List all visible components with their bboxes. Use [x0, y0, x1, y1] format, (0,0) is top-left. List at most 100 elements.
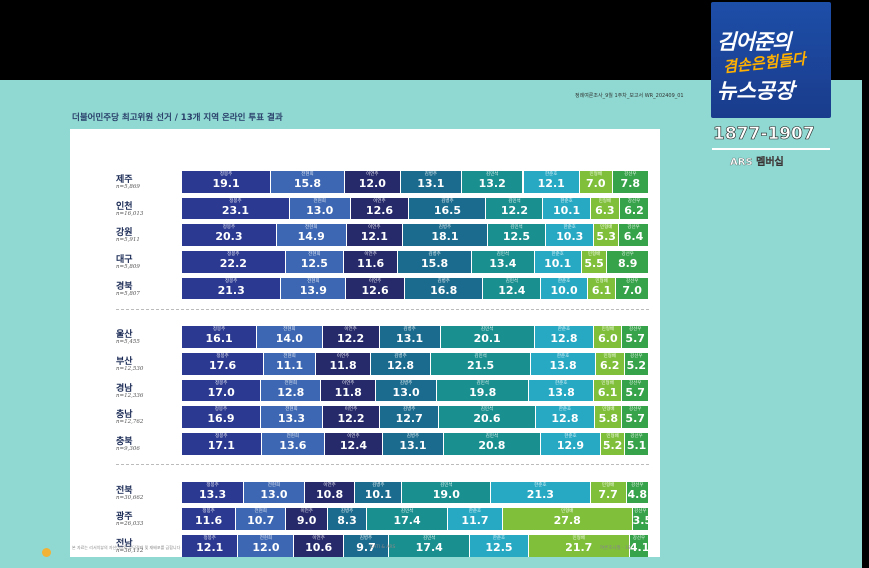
bar-segment: 이언주 9.0	[286, 508, 329, 530]
candidate-label: 김민석	[474, 354, 487, 359]
bar-segment: 정봉주 16.9	[182, 406, 261, 428]
bar-segment: 강선우 6.2	[620, 197, 649, 220]
candidate-label: 이언주	[341, 380, 355, 386]
region-label: 경남	[116, 383, 133, 394]
bar-segment: 이언주 12.0	[344, 171, 401, 193]
value-label: 8.9	[617, 257, 638, 271]
candidate-label: 전현희	[283, 327, 296, 333]
value-label: 10.0	[550, 283, 578, 297]
candidate-label: 이언주	[368, 225, 381, 231]
candidate-label: 강선우	[630, 434, 643, 440]
channel-logo: 김어준의 겸손은힘들다 뉴스공장	[711, 2, 831, 118]
footer-method: CATI & ARS	[370, 545, 396, 550]
candidate-label: 전현희	[285, 407, 298, 413]
value-label: 12.6	[365, 203, 394, 217]
candidate-label: 강선우	[632, 536, 646, 541]
bar-segment: 강선우 4.1	[629, 535, 649, 557]
bar-segment: 전현희 10.7	[236, 508, 287, 530]
candidate-label: 전현희	[313, 198, 326, 204]
bar-segment: 김민석 12.5	[487, 224, 547, 246]
value-label: 16.9	[207, 412, 235, 426]
candidate-label: 이언주	[373, 198, 386, 204]
candidate-label: 김병주	[359, 536, 373, 541]
candidate-label: 김민석	[485, 434, 499, 440]
value-label: 21.3	[526, 487, 554, 501]
bar-segment: 한준호 12.8	[534, 326, 595, 348]
candidate-label: 김민석	[440, 482, 453, 488]
bar-segment: 김병주 18.1	[403, 224, 488, 246]
bar-segment: 정봉주 17.6	[182, 353, 265, 375]
bar-segment: 이언주 12.6	[350, 197, 410, 220]
candidate-label: 강선우	[627, 225, 640, 231]
bar-segment: 정봉주 23.1	[182, 197, 290, 220]
value-label: 12.7	[395, 412, 423, 426]
bar-segment: 김병주 13.1	[379, 326, 441, 348]
bar-segment: 이언주 12.6	[346, 277, 405, 300]
value-label: 14.9	[297, 230, 325, 244]
value-label: 9.0	[296, 514, 317, 528]
candidate-label: 한준호	[551, 252, 564, 258]
value-label: 17.6	[209, 359, 237, 372]
value-label: 13.1	[399, 439, 427, 453]
bar-segment: 강선우 5.7	[622, 406, 649, 428]
region-label: 충남	[116, 410, 133, 421]
value-label: 13.8	[547, 385, 575, 399]
candidate-label: 민형배	[601, 380, 614, 386]
candidate-label: 이언주	[312, 536, 325, 541]
candidate-label: 김병주	[394, 354, 407, 359]
value-label: 20.6	[473, 412, 501, 426]
value-label: 17.0	[207, 385, 235, 399]
value-label: 12.2	[336, 332, 365, 346]
region-label: 인천	[116, 201, 133, 212]
candidate-label: 전현희	[254, 509, 267, 515]
bar-segment: 민형배 6.1	[587, 277, 617, 300]
candidate-label: 한준호	[468, 509, 482, 515]
value-label: 12.8	[551, 412, 579, 426]
value-label: 14.0	[275, 332, 303, 346]
phone-underline	[712, 148, 830, 150]
candidate-label: 강선우	[628, 380, 642, 386]
value-label: 13.0	[392, 385, 420, 399]
region-label: 충북	[116, 437, 133, 448]
value-label: 16.1	[205, 332, 233, 346]
value-label: 12.0	[358, 177, 386, 190]
value-label: 6.3	[595, 203, 615, 217]
bar-segment: 한준호 12.5	[470, 535, 529, 557]
sample-size-label: n=30,662	[116, 494, 144, 501]
bar-segment: 전현희 13.0	[244, 481, 305, 504]
video-right-edge	[862, 0, 869, 568]
value-label: 15.8	[421, 257, 449, 271]
candidate-label: 이언주	[368, 278, 382, 284]
candidate-label: 정봉주	[224, 278, 238, 284]
bar-segment: 전현희 13.9	[281, 277, 347, 300]
group-divider	[116, 308, 649, 310]
value-label: 17.1	[207, 439, 235, 453]
bar-segment: 강선우 5.7	[622, 379, 649, 402]
candidate-label: 이언주	[347, 434, 360, 440]
value-label: 12.1	[537, 177, 565, 190]
value-label: 7.0	[622, 283, 642, 297]
candidate-label: 정봉주	[202, 509, 215, 515]
value-label: 11.6	[357, 257, 385, 271]
value-label: 19.1	[212, 177, 240, 190]
candidate-label: 김민석	[476, 380, 489, 386]
bar-segment: 한준호 12.1	[523, 171, 580, 193]
bar-segment: 민형배 6.1	[593, 379, 623, 402]
candidate-label: 정봉주	[229, 198, 242, 204]
region-label: 강원	[116, 228, 133, 239]
value-label: 4.1	[629, 541, 649, 554]
candidate-label: 한준호	[534, 482, 547, 488]
bar-segment: 정봉주 11.6	[182, 508, 237, 530]
bar-segment: 이언주 12.2	[323, 406, 380, 428]
candidate-label: 정봉주	[212, 327, 226, 333]
bar-segment: 강선우 5.2	[624, 353, 649, 375]
value-label: 13.6	[279, 439, 307, 453]
value-label: 20.8	[478, 439, 506, 453]
value-label: 19.0	[432, 487, 460, 501]
candidate-label: 정봉주	[214, 380, 228, 386]
bar-segment: 전현희 14.0	[257, 326, 323, 348]
bar-segment: 김민석 13.2	[461, 171, 524, 193]
value-label: 12.8	[550, 332, 578, 346]
sample-size-label: n=5,455	[116, 339, 140, 346]
value-label: 6.1	[597, 385, 618, 399]
